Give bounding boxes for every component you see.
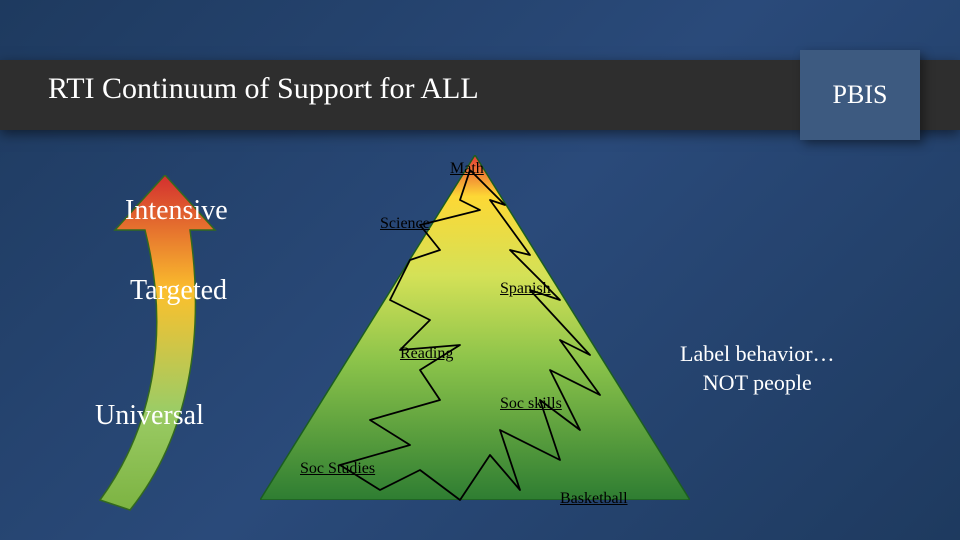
side-note-line1: Label behavior…: [680, 340, 835, 369]
page-title: RTI Continuum of Support for ALL: [48, 72, 479, 106]
tier-targeted: Targeted: [130, 275, 227, 307]
subject-soc-skills: Soc skills: [500, 395, 562, 413]
side-note: Label behavior… NOT people: [680, 340, 835, 397]
subject-basketball: Basketball: [560, 490, 628, 508]
rti-triangle: [260, 155, 690, 500]
tier-intensive: Intensive: [125, 195, 228, 227]
tier-universal: Universal: [95, 400, 204, 432]
subject-soc-studies: Soc Studies: [300, 460, 375, 478]
side-note-line2: NOT people: [680, 369, 835, 398]
pbis-label: PBIS: [833, 80, 888, 110]
subject-spanish: Spanish: [500, 280, 551, 298]
subject-math: Math: [450, 160, 484, 178]
subject-reading: Reading: [400, 345, 453, 363]
subject-science: Science: [380, 215, 430, 233]
pbis-badge: PBIS: [800, 50, 920, 140]
